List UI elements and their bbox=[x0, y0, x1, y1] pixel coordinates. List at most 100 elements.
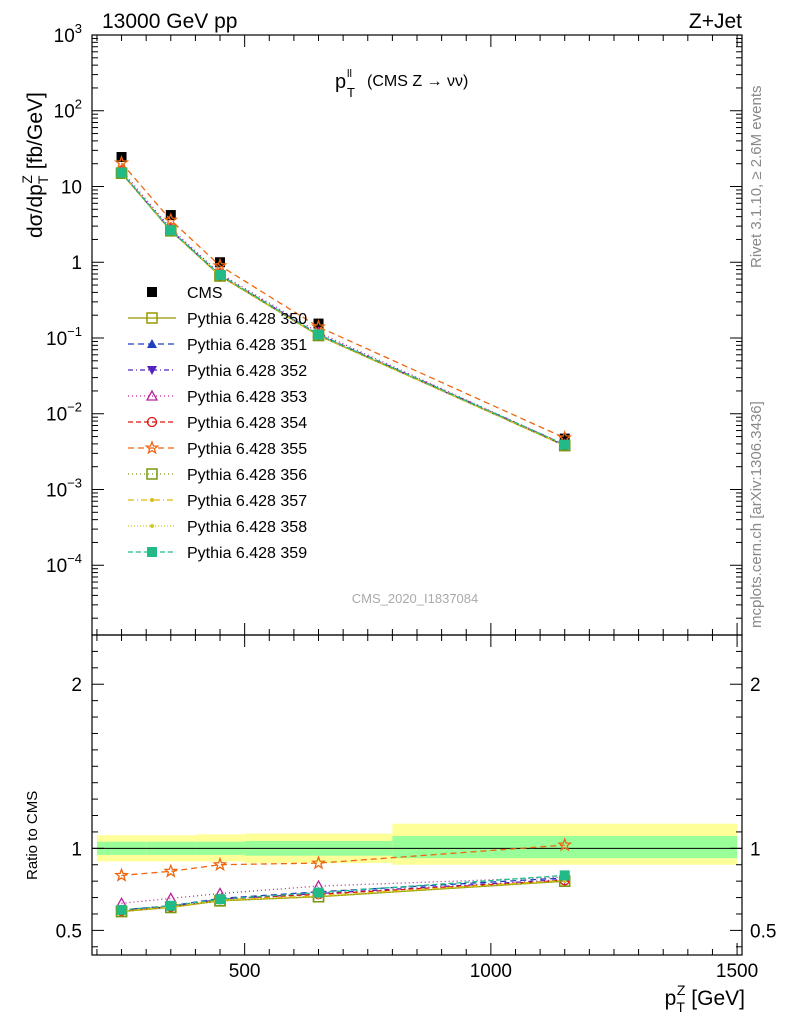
data-point bbox=[313, 329, 324, 340]
header-left: 13000 GeV pp bbox=[102, 10, 237, 33]
y-tick-label: 10−3 bbox=[46, 475, 82, 501]
ratio-y-tick-label-right: 2 bbox=[750, 675, 761, 696]
y-tick-exp: −2 bbox=[67, 400, 82, 415]
legend-marker bbox=[147, 366, 157, 375]
ratio-y-tick-label: 0.5 bbox=[56, 921, 82, 942]
main-ylabel: dσ/dpTZ [fb/GeV] bbox=[19, 92, 51, 238]
ratio-line bbox=[121, 844, 565, 877]
legend-item: Pythia 6.428 356 bbox=[128, 467, 307, 484]
data-point bbox=[311, 319, 326, 334]
ratio-point bbox=[311, 855, 326, 870]
side-text-top: Rivet 3.1.10, ≥ 2.6M events bbox=[748, 86, 765, 269]
ratio-point bbox=[557, 837, 573, 852]
plot-title-rest: (CMS Z → νν) bbox=[367, 73, 468, 90]
ratio-line bbox=[121, 880, 565, 913]
legend-label: Pythia 6.428 359 bbox=[187, 545, 307, 562]
y-tick-exp: −3 bbox=[67, 475, 82, 490]
ratio-y-tick-label: 2 bbox=[71, 675, 82, 696]
legend-label: Pythia 6.428 354 bbox=[187, 415, 307, 432]
ratio-point bbox=[116, 904, 127, 915]
legend-label: Pythia 6.428 351 bbox=[187, 337, 307, 354]
y-tick-label: 103 bbox=[54, 21, 82, 47]
header-right: Z+Jet bbox=[689, 10, 742, 33]
legend-label: Pythia 6.428 350 bbox=[187, 311, 307, 328]
svg-text:pTZ [GeV]: pTZ [GeV] bbox=[665, 982, 745, 1015]
y-tick-base: 10 bbox=[46, 329, 67, 350]
y-tick-base: 10 bbox=[61, 177, 82, 198]
legend-item: Pythia 6.428 352 bbox=[128, 363, 307, 380]
side-text-top-wrap: Rivet 3.1.10, ≥ 2.6M events bbox=[748, 86, 765, 269]
ratio-y-tick-label-right: 1 bbox=[750, 839, 761, 860]
series-1 bbox=[115, 167, 571, 452]
y-tick-base: 10 bbox=[46, 480, 67, 501]
data-point bbox=[215, 257, 226, 268]
legend-item: Pythia 6.428 355 bbox=[128, 440, 307, 458]
y-tick-base: 1 bbox=[71, 253, 82, 274]
svg-text:dσ/dpTZ [fb/GeV]: dσ/dpTZ [fb/GeV] bbox=[19, 92, 51, 238]
legend-label: Pythia 6.428 356 bbox=[187, 467, 307, 484]
legend-label: Pythia 6.428 358 bbox=[187, 519, 307, 536]
ratio-point bbox=[212, 856, 228, 872]
ratio-y-tick-label: 1 bbox=[71, 839, 82, 860]
legend-item: Pythia 6.428 353 bbox=[128, 389, 307, 406]
data-point bbox=[212, 257, 228, 273]
y-tick-base: 10 bbox=[54, 102, 75, 123]
legend-item: Pythia 6.428 358 bbox=[128, 519, 307, 536]
svg-text:(CMS Z → νν): (CMS Z → νν) bbox=[367, 73, 468, 90]
ratio-point bbox=[113, 867, 130, 882]
x-tick-label: 500 bbox=[229, 961, 261, 982]
ratio-ylabel: Ratio to CMS bbox=[24, 791, 41, 880]
legend-marker bbox=[147, 287, 157, 297]
y-tick-label: 10−4 bbox=[46, 551, 82, 577]
xlabel: pTZ [GeV] bbox=[665, 982, 745, 1015]
legend-label: Pythia 6.428 353 bbox=[187, 389, 307, 406]
legend-label: CMS bbox=[187, 285, 223, 302]
y-tick-exp: 2 bbox=[75, 97, 82, 112]
ratio-series-3 bbox=[115, 870, 571, 908]
ratio-series-6 bbox=[115, 875, 571, 918]
series-line bbox=[121, 172, 565, 446]
series-line bbox=[121, 162, 565, 439]
data-point bbox=[313, 318, 324, 329]
plot-title-sup: ll bbox=[347, 68, 352, 80]
data-point bbox=[165, 225, 176, 236]
legend-item: Pythia 6.428 350 bbox=[128, 311, 307, 328]
legend-label: Pythia 6.428 355 bbox=[187, 441, 307, 458]
data-point bbox=[559, 439, 570, 450]
ratio-ylabel-wrap: Ratio to CMS bbox=[24, 791, 41, 880]
ratio-point bbox=[559, 870, 570, 881]
legend-marker bbox=[147, 547, 157, 557]
series-10 bbox=[116, 167, 570, 450]
side-text-bottom-wrap: mcplots.cern.ch [arXiv:1306.3436] bbox=[748, 401, 765, 628]
series-2 bbox=[116, 167, 570, 449]
ratio-series-1 bbox=[116, 872, 570, 914]
data-point bbox=[163, 212, 179, 227]
data-point bbox=[215, 269, 226, 280]
ratio-line bbox=[121, 880, 565, 913]
ratio-panel: 500 1000 1500 0.5 0.5 1 1 2 2 bbox=[56, 634, 776, 982]
legend-item: Pythia 6.428 351 bbox=[128, 337, 307, 354]
ratio-point bbox=[215, 894, 226, 905]
legend-item: Pythia 6.428 359 bbox=[128, 545, 307, 562]
svg-text:ll: ll bbox=[347, 68, 352, 80]
x-tick-label: 1000 bbox=[470, 961, 512, 982]
legend-item: Pythia 6.428 354 bbox=[128, 415, 307, 432]
data-point bbox=[113, 154, 130, 170]
y-tick-label: 102 bbox=[54, 97, 82, 123]
legend-marker bbox=[146, 468, 158, 480]
ratio-point bbox=[165, 900, 176, 911]
legend-marker bbox=[150, 498, 154, 502]
ratio-frame bbox=[91, 634, 743, 956]
series-6 bbox=[113, 154, 573, 445]
ratio-series-5 bbox=[113, 837, 573, 882]
series-0 bbox=[116, 152, 570, 444]
series-5 bbox=[116, 167, 570, 451]
side-text-bottom: mcplots.cern.ch [arXiv:1306.3436] bbox=[748, 401, 765, 628]
y-tick-label: 10−2 bbox=[46, 400, 82, 426]
ratio-series-0 bbox=[115, 875, 571, 918]
legend: CMS Pythia 6.428 350 Pythia 6.428 351 Pythi… bbox=[128, 285, 307, 562]
y-tick-exp: 3 bbox=[75, 21, 82, 36]
y-tick-base: 10 bbox=[54, 26, 75, 47]
